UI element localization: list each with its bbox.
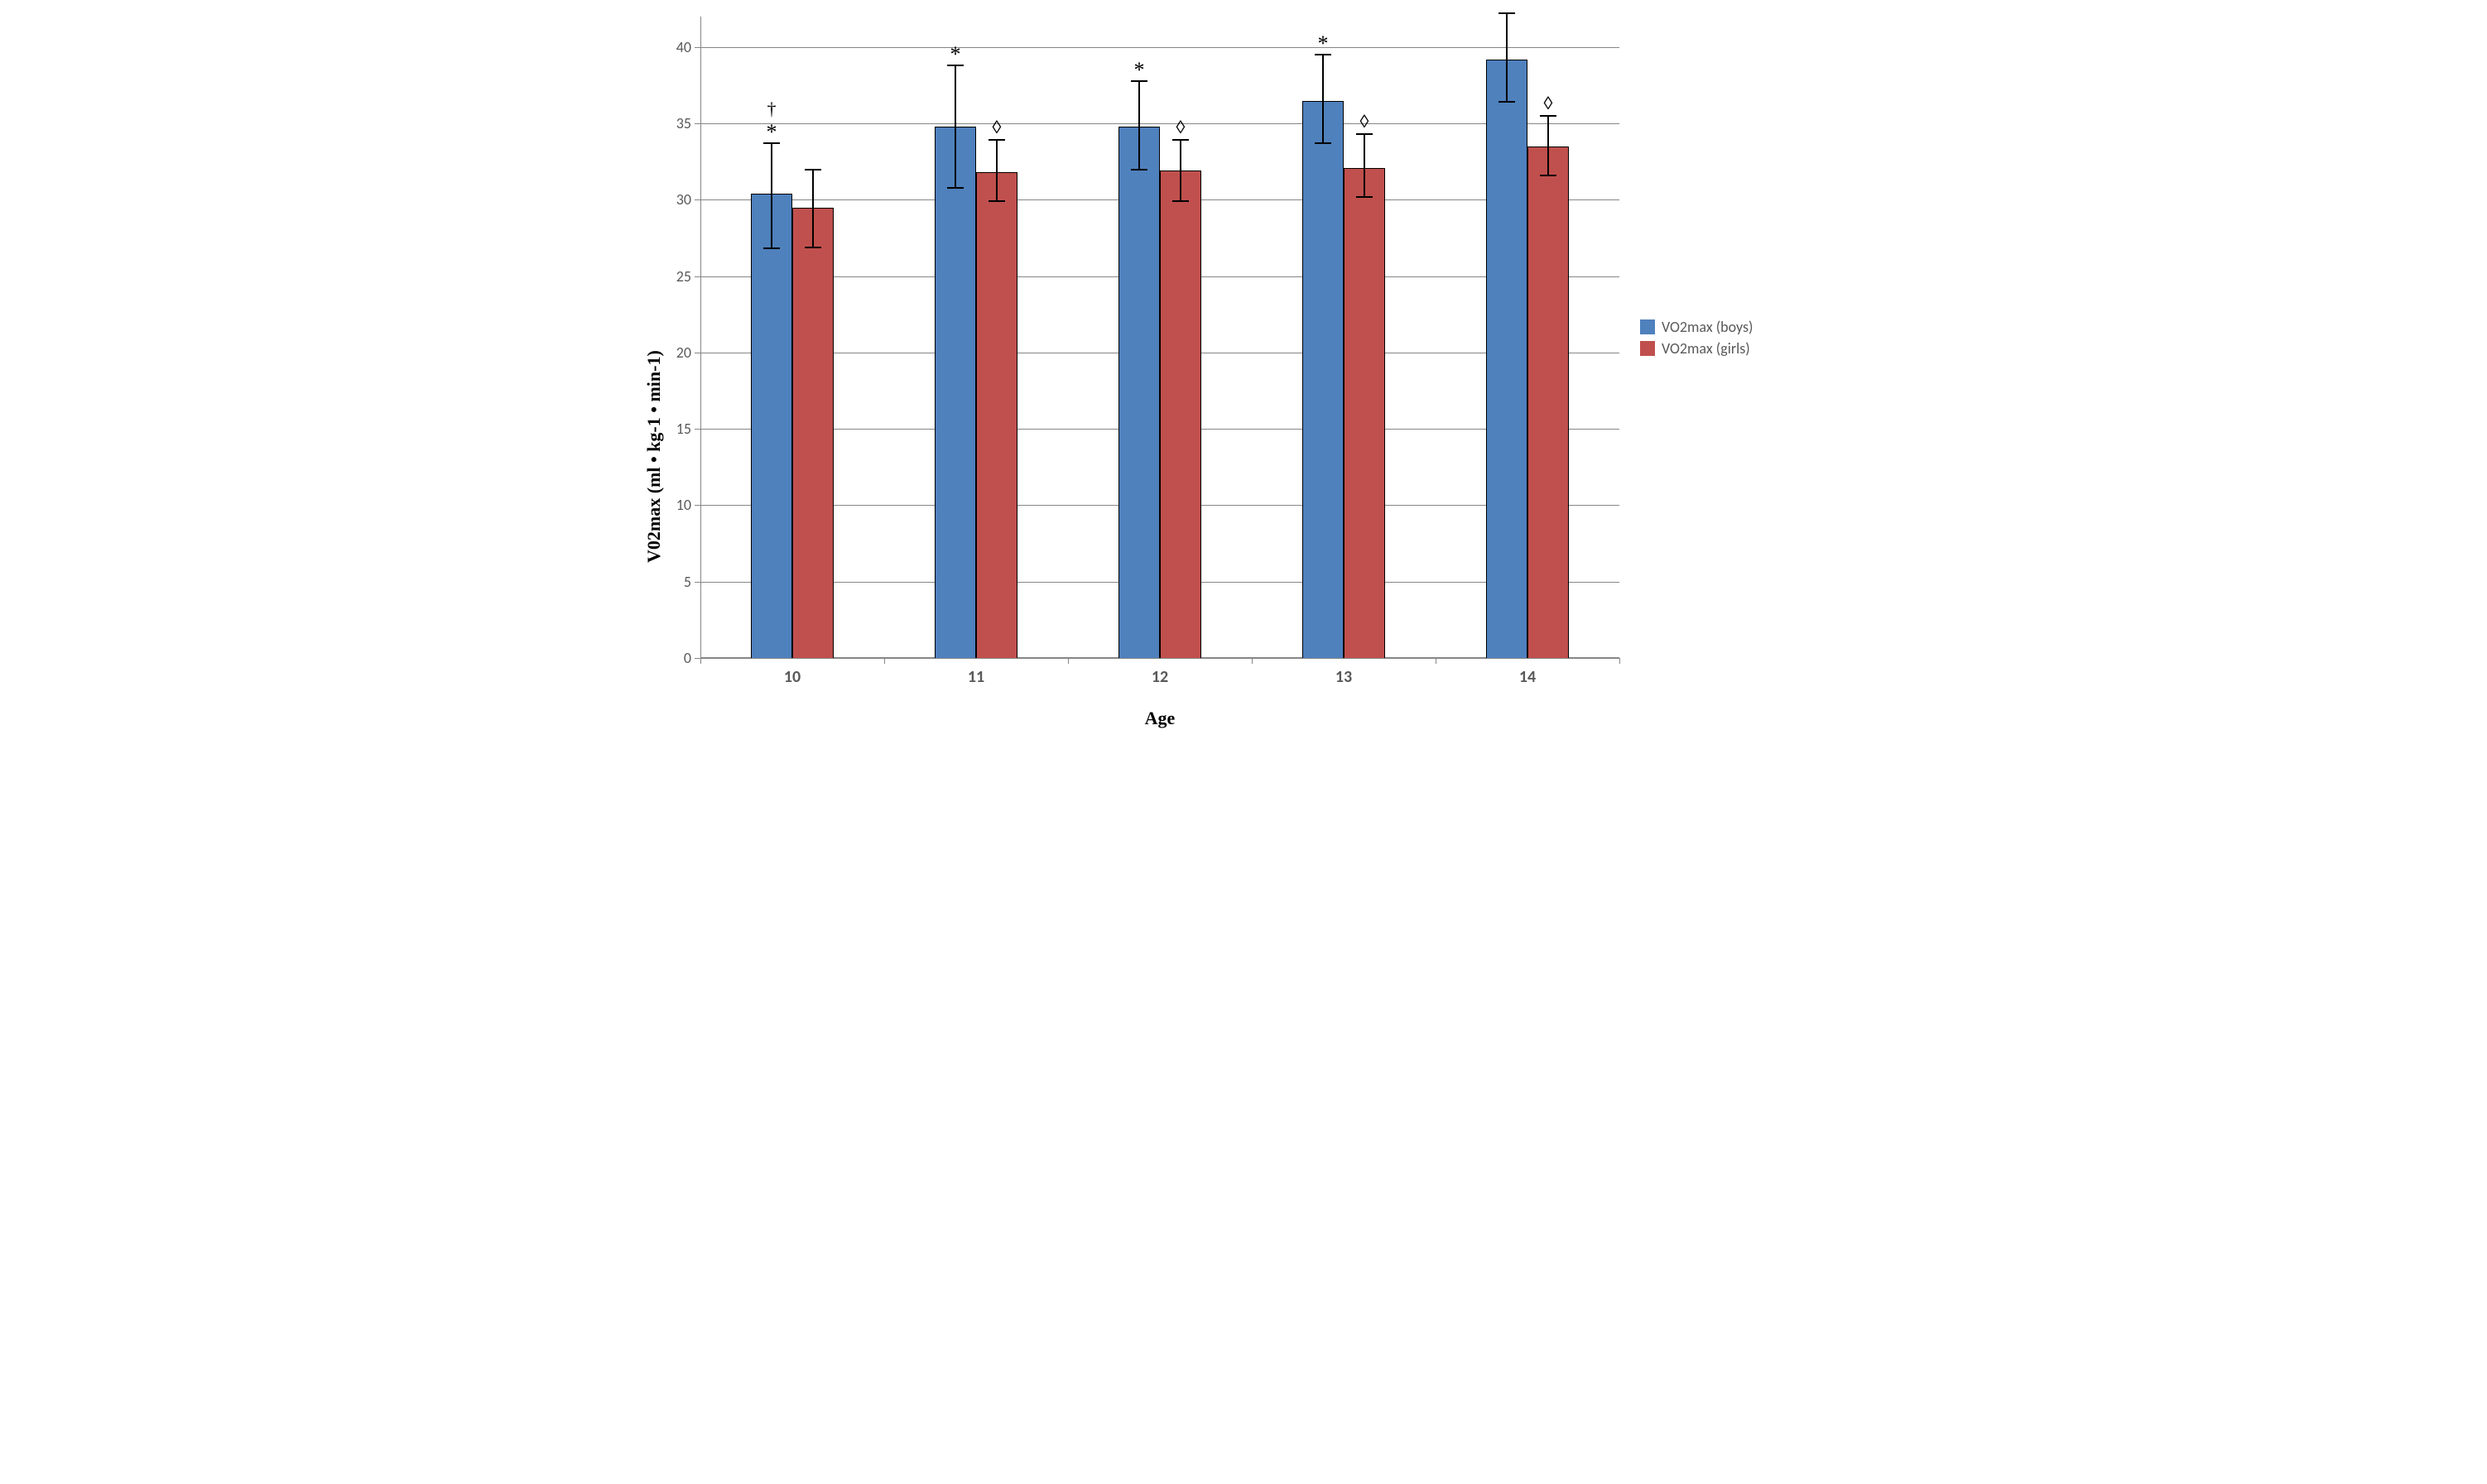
y-tick-label: 30 (676, 190, 691, 209)
bar (751, 194, 792, 658)
y-axis-line (700, 17, 701, 658)
x-tick-mark (1252, 658, 1253, 664)
x-tick-mark (1619, 658, 1620, 664)
y-tick-label: 15 (676, 420, 691, 438)
legend: VO2max (boys) VO2max (girls) (1640, 315, 1753, 361)
error-bar-cap (1131, 169, 1147, 170)
significance-marker: ◊ (1176, 117, 1186, 138)
error-bar (1180, 140, 1181, 201)
bar (1302, 101, 1344, 659)
error-bar (996, 140, 998, 201)
y-tick-label: 35 (676, 114, 691, 132)
bar (935, 127, 976, 658)
y-tick-mark (695, 276, 700, 277)
error-bar-cap (1498, 101, 1515, 103)
error-bar (1506, 13, 1508, 102)
error-bar-cap (1356, 133, 1373, 135)
x-tick-label: 12 (1143, 667, 1176, 687)
vo2max-chart: V02max (ml • kg-1 • min-1) *†***◊◊◊◊ 051… (622, 0, 1865, 742)
y-tick-label: 0 (684, 649, 691, 667)
significance-marker: † (767, 98, 777, 120)
bar (976, 172, 1017, 658)
legend-item: VO2max (boys) (1640, 318, 1753, 336)
error-bar-cap (805, 169, 821, 170)
significance-marker: * (767, 120, 777, 145)
error-bar-cap (1315, 142, 1331, 144)
significance-marker: * (950, 42, 961, 67)
error-bar-cap (1498, 12, 1515, 14)
y-tick-label: 5 (684, 573, 691, 591)
error-bar-cap (989, 200, 1005, 202)
y-tick-mark (695, 505, 700, 506)
legend-label: VO2max (boys) (1662, 318, 1753, 336)
significance-marker: ◊ (1544, 93, 1553, 114)
x-tick-label: 10 (776, 667, 809, 687)
bar (1118, 127, 1160, 658)
x-tick-mark (1068, 658, 1069, 664)
error-bar-cap (1356, 196, 1373, 198)
bar (1486, 60, 1527, 658)
error-bar-cap (1172, 139, 1189, 141)
y-tick-label: 10 (676, 496, 691, 514)
y-tick-label: 40 (676, 38, 691, 56)
error-bar-cap (1540, 175, 1556, 176)
plot-area: *†***◊◊◊◊ (700, 17, 1619, 658)
y-tick-label: 25 (676, 267, 691, 286)
x-tick-mark (700, 658, 701, 664)
significance-marker: * (1134, 58, 1145, 83)
significance-marker: * (1318, 31, 1329, 56)
legend-swatch (1640, 341, 1655, 356)
error-bar-cap (1172, 200, 1189, 202)
error-bar (1322, 55, 1324, 143)
error-bar-cap (763, 247, 780, 249)
legend-swatch (1640, 319, 1655, 334)
gridline (700, 658, 1619, 659)
x-tick-label: 11 (960, 667, 993, 687)
error-bar-cap (989, 139, 1005, 141)
bar (792, 208, 834, 658)
y-tick-mark (695, 47, 700, 48)
bar (1527, 146, 1569, 658)
y-axis-title: V02max (ml • kg-1 • min-1) (643, 350, 665, 563)
legend-label: VO2max (girls) (1662, 339, 1750, 358)
error-bar-cap (805, 247, 821, 248)
legend-item: VO2max (girls) (1640, 339, 1753, 358)
error-bar (771, 143, 772, 248)
significance-marker: ◊ (1360, 111, 1369, 132)
x-tick-label: 14 (1511, 667, 1544, 687)
error-bar (1138, 81, 1140, 170)
y-tick-mark (695, 429, 700, 430)
y-tick-mark (695, 582, 700, 583)
significance-marker: ◊ (993, 117, 1002, 138)
error-bar-cap (947, 187, 964, 189)
x-tick-label: 13 (1327, 667, 1360, 687)
x-tick-mark (884, 658, 885, 664)
y-tick-mark (695, 658, 700, 659)
y-tick-mark (695, 123, 700, 124)
x-axis-title: Age (1127, 708, 1193, 729)
y-tick-mark (695, 199, 700, 200)
error-bar-cap (1540, 115, 1556, 117)
y-tick-label: 20 (676, 343, 691, 362)
gridline (700, 123, 1619, 124)
gridline (700, 47, 1619, 48)
error-bar (1547, 116, 1549, 175)
bar (1344, 168, 1385, 658)
bar (1160, 170, 1201, 658)
error-bar (812, 170, 814, 247)
error-bar (955, 65, 956, 188)
error-bar (1364, 134, 1365, 197)
